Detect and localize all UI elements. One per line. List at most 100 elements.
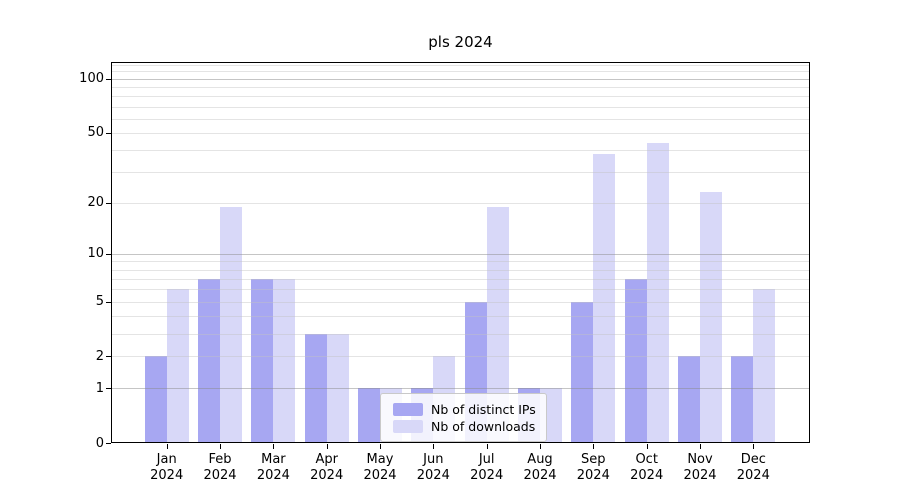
ytick-mark-20 <box>106 202 111 204</box>
bar-downloads-feb <box>220 206 242 443</box>
bar-ips-dec <box>731 356 754 443</box>
ytick-mark-1 <box>106 388 111 390</box>
ytick-mark-5 <box>106 301 111 303</box>
chart-title: pls 2024 <box>428 33 493 51</box>
gridline-90 <box>111 87 810 89</box>
gridline-20 <box>111 202 810 204</box>
bar-downloads-mar <box>273 278 296 443</box>
bar-ips-sep <box>571 301 594 443</box>
xtick-label-jan: Jan 2024 <box>137 452 197 484</box>
ytick-label-100: 100 <box>79 71 104 87</box>
xtick-year-may: 2024 <box>363 468 397 483</box>
bar-downloads-jan <box>166 289 189 443</box>
bar-ips-jan <box>144 356 167 443</box>
gridline-9 <box>111 261 810 263</box>
bar-ips-may <box>358 388 380 443</box>
xtick-label-aug: Aug 2024 <box>510 452 570 484</box>
bar-downloads-dec <box>753 289 776 443</box>
ytick-label-20: 20 <box>87 195 104 211</box>
gridline-5 <box>111 301 810 303</box>
legend-label-distinct-ips: Nb of distinct IPs <box>431 401 536 417</box>
legend-entry-distinct-ips: Nb of distinct IPs <box>393 401 546 417</box>
ytick-label-2: 2 <box>95 348 104 364</box>
xtick-label-dec: Dec 2024 <box>723 452 783 484</box>
xtick-label-oct: Oct 2024 <box>617 452 677 484</box>
legend-label-downloads: Nb of downloads <box>431 418 536 434</box>
ytick-mark-10 <box>106 253 111 255</box>
xtick-year-mar: 2024 <box>256 468 290 483</box>
ytick-label-50: 50 <box>87 125 104 141</box>
xtick-year-jan: 2024 <box>150 468 184 483</box>
xtick-mark-jun <box>433 444 435 449</box>
bar-ips-feb <box>198 278 220 443</box>
bar-downloads-jul <box>486 206 509 443</box>
xtick-mark-nov <box>700 444 701 449</box>
bar-downloads-apr <box>326 333 349 443</box>
gridline-8 <box>111 269 810 271</box>
xtick-mark-oct <box>646 444 648 449</box>
gridline-7 <box>111 278 810 280</box>
xtick-mark-mar <box>273 444 275 449</box>
legend: Nb of distinct IPs Nb of downloads <box>380 393 547 442</box>
xtick-label-mar: Mar 2024 <box>243 452 303 484</box>
gridline-70 <box>111 106 810 108</box>
ytick-label-10: 10 <box>87 246 104 262</box>
gridline-10 <box>111 253 810 255</box>
legend-swatch-downloads <box>393 419 423 433</box>
xtick-mark-dec <box>753 444 755 449</box>
xtick-mark-feb <box>220 444 221 449</box>
xtick-mark-jan <box>166 444 168 449</box>
xtick-label-apr: Apr 2024 <box>297 452 357 484</box>
xtick-year-oct: 2024 <box>630 468 664 483</box>
xtick-mark-apr <box>326 444 328 449</box>
gridline-2 <box>111 356 810 358</box>
ytick-mark-50 <box>106 132 111 134</box>
gridline-30 <box>111 172 810 173</box>
xtick-label-may: May 2024 <box>350 452 410 484</box>
xtick-year-apr: 2024 <box>310 468 344 483</box>
xtick-year-jun: 2024 <box>416 468 450 483</box>
xtick-year-aug: 2024 <box>523 468 557 483</box>
ytick-label-5: 5 <box>95 294 104 310</box>
gridline-50 <box>111 132 810 134</box>
legend-entry-downloads: Nb of downloads <box>393 418 546 434</box>
xtick-year-jul: 2024 <box>470 468 504 483</box>
xtick-year-nov: 2024 <box>683 468 717 483</box>
bar-ips-mar <box>251 278 274 443</box>
bar-downloads-nov <box>700 192 722 443</box>
xtick-label-sep: Sep 2024 <box>563 452 623 484</box>
ytick-mark-0 <box>106 443 111 444</box>
ytick-mark-100 <box>106 78 111 80</box>
xtick-mark-sep <box>593 444 595 449</box>
bar-ips-apr <box>304 333 327 443</box>
xtick-mark-may <box>380 444 381 449</box>
gridline-40 <box>111 150 810 151</box>
bar-ips-oct <box>624 278 647 443</box>
gridline-4 <box>111 316 810 317</box>
gridline-120 <box>111 64 810 66</box>
bar-downloads-oct <box>646 142 669 443</box>
xtick-label-jul: Jul 2024 <box>457 452 517 484</box>
xtick-mark-aug <box>540 444 541 449</box>
xtick-label-nov: Nov 2024 <box>670 452 730 484</box>
xtick-label-feb: Feb 2024 <box>190 452 250 484</box>
ytick-mark-2 <box>106 356 111 358</box>
bar-downloads-sep <box>593 153 616 443</box>
ytick-label-1: 1 <box>95 380 104 396</box>
gridline-1 <box>111 388 810 390</box>
gridline-60 <box>111 118 810 120</box>
xtick-year-sep: 2024 <box>576 468 610 483</box>
gridline-80 <box>111 96 810 98</box>
legend-swatch-distinct-ips <box>393 402 423 416</box>
bar-ips-nov <box>678 356 700 443</box>
xtick-year-dec: 2024 <box>736 468 770 483</box>
gridline-3 <box>111 333 810 335</box>
gridline-110 <box>111 71 810 73</box>
xtick-year-feb: 2024 <box>203 468 237 483</box>
ytick-label-0: 0 <box>95 435 104 451</box>
gridline-6 <box>111 289 810 291</box>
xtick-label-jun: Jun 2024 <box>403 452 463 484</box>
xtick-mark-jul <box>486 444 488 449</box>
gridline-100 <box>111 78 810 80</box>
